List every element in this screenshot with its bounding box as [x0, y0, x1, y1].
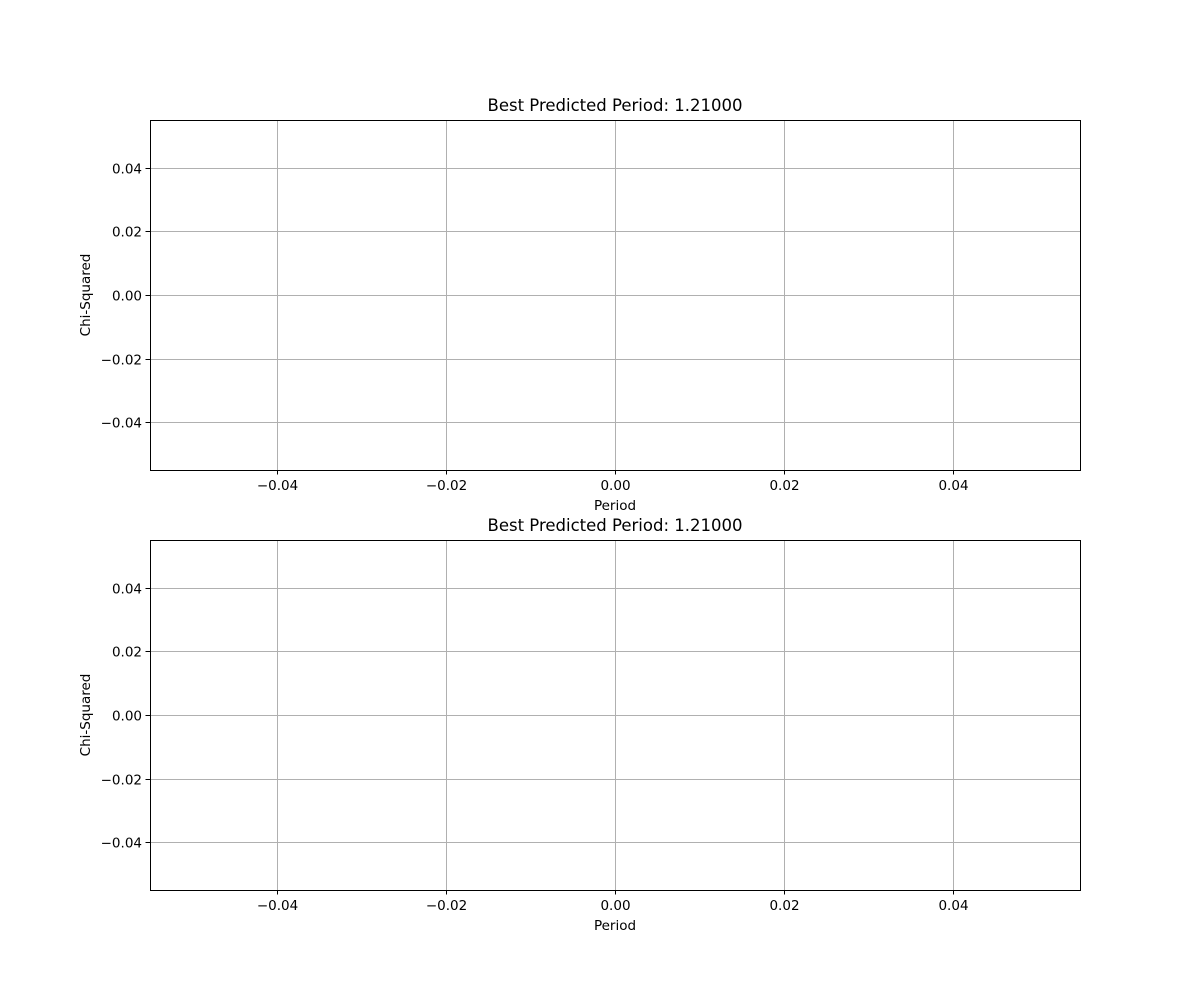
x-tick-label: 0.04 [938, 898, 968, 914]
x-tick-label: 0.04 [938, 478, 968, 494]
y-tick-label: 0.02 [112, 645, 142, 661]
y-tick-label: −0.02 [101, 773, 142, 789]
x-axis-label: Period [594, 918, 636, 934]
y-tick-label: 0.00 [112, 709, 142, 725]
x-tick-label: 0.00 [600, 898, 630, 914]
y-axis-label: Chi-Squared [78, 674, 94, 757]
y-tick-label: 0.04 [112, 162, 142, 178]
y-tick-label: −0.04 [101, 836, 142, 852]
x-axis-label: Period [594, 498, 636, 514]
y-tick-label: 0.00 [112, 289, 142, 305]
y-axis-label: Chi-Squared [78, 254, 94, 337]
x-tick-label: 0.02 [769, 478, 799, 494]
y-tick-label: −0.04 [101, 416, 142, 432]
x-tick-label: −0.04 [257, 478, 298, 494]
chart-1: −0.04 −0.02 0.00 0.02 0.04 0.04 0.02 0.00 −0.02 −… [78, 96, 1081, 514]
chart-title: Best Predicted Period: 1.21000 [488, 96, 743, 115]
y-tick-label: 0.04 [112, 582, 142, 598]
y-tick-label: −0.02 [101, 353, 142, 369]
x-tick-label: −0.02 [426, 478, 467, 494]
x-tick-label: −0.04 [257, 898, 298, 914]
y-tick-label: 0.02 [112, 225, 142, 241]
x-tick-label: −0.02 [426, 898, 467, 914]
chart-title: Best Predicted Period: 1.21000 [488, 516, 743, 535]
chart-2: −0.04 −0.02 0.00 0.02 0.04 0.04 0.02 0.00 −0.02 −… [78, 516, 1081, 934]
x-tick-label: 0.00 [600, 478, 630, 494]
x-tick-label: 0.02 [769, 898, 799, 914]
